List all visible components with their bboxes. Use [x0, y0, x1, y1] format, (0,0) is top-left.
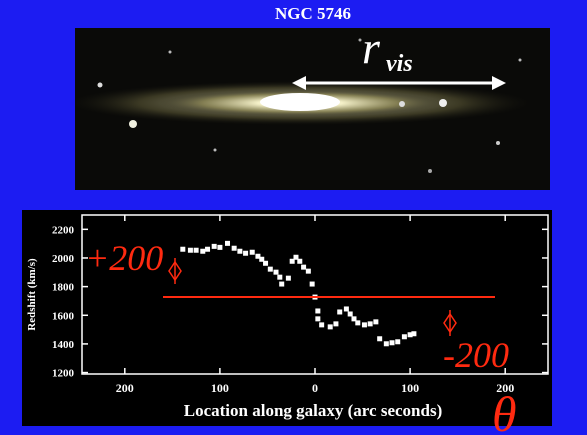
x-tick-label: 200	[116, 381, 134, 395]
r-label: r	[362, 22, 381, 73]
data-point	[285, 275, 291, 281]
x-tick-label: 200	[496, 381, 514, 395]
x-tick-label: 100	[211, 381, 229, 395]
x-tick-label: 0	[312, 381, 318, 395]
data-point	[277, 274, 283, 280]
data-point	[259, 256, 265, 262]
vis-subscript: vis	[386, 51, 413, 77]
data-point	[249, 249, 255, 255]
data-point	[243, 250, 249, 256]
data-point	[383, 341, 389, 347]
data-point	[411, 331, 417, 337]
annotation: θ	[492, 386, 517, 435]
data-point	[401, 334, 407, 340]
data-point	[187, 247, 193, 253]
r-vis-arrow	[292, 76, 506, 90]
data-point	[373, 319, 379, 325]
y-tick-label: 2000	[52, 253, 75, 265]
y-tick-label: 2200	[52, 224, 75, 236]
plot: 1200 1400 1600 1800 2000 2200 200 100 0 100 200 Loc…	[26, 214, 549, 420]
data-point	[237, 248, 243, 254]
data-point	[279, 281, 285, 287]
data-point	[319, 322, 325, 328]
data-point	[289, 258, 295, 264]
data-point	[377, 336, 383, 342]
data-point	[297, 258, 303, 264]
data-point	[293, 254, 299, 260]
annotation: +200	[85, 238, 163, 278]
data-point	[263, 260, 269, 266]
data-point	[355, 320, 361, 326]
data-point	[273, 269, 279, 275]
plot-panel	[22, 210, 552, 426]
data-point	[305, 268, 311, 274]
data-point	[407, 332, 413, 338]
data-point	[255, 253, 261, 259]
data-point	[225, 240, 231, 246]
data-point	[315, 316, 321, 322]
data-point	[343, 306, 349, 312]
y-tick-label: 1400	[52, 339, 75, 351]
data-point	[389, 340, 395, 346]
data-point	[361, 322, 367, 328]
data-point	[200, 248, 206, 254]
data-point	[217, 244, 223, 250]
data-point	[205, 246, 211, 252]
y-tick-label: 1800	[52, 282, 75, 294]
y-tick-label: 1200	[52, 368, 75, 380]
data-point	[315, 308, 321, 314]
data-point	[333, 321, 339, 327]
title: NGC 5746	[275, 4, 351, 23]
galaxy-image	[70, 28, 550, 190]
data-point	[180, 246, 186, 252]
data-point	[367, 321, 373, 327]
y-axis-label: Redshift (km/s)	[26, 258, 38, 331]
data-point	[337, 309, 343, 315]
data-point	[327, 324, 333, 330]
data-point	[347, 311, 353, 317]
annotation: -200	[443, 335, 509, 375]
data-point	[309, 281, 315, 287]
y-tick-label: 1600	[52, 310, 75, 322]
x-tick-label: 100	[401, 381, 419, 395]
data-point	[395, 339, 401, 345]
x-axis-label: Location along galaxy (arc seconds)	[184, 401, 442, 420]
error-markers	[168, 258, 457, 336]
data-point	[351, 316, 357, 322]
data-point	[193, 247, 199, 253]
data-point	[267, 266, 273, 272]
data-point	[231, 245, 237, 251]
data-point	[301, 264, 307, 270]
data-point	[211, 243, 217, 249]
